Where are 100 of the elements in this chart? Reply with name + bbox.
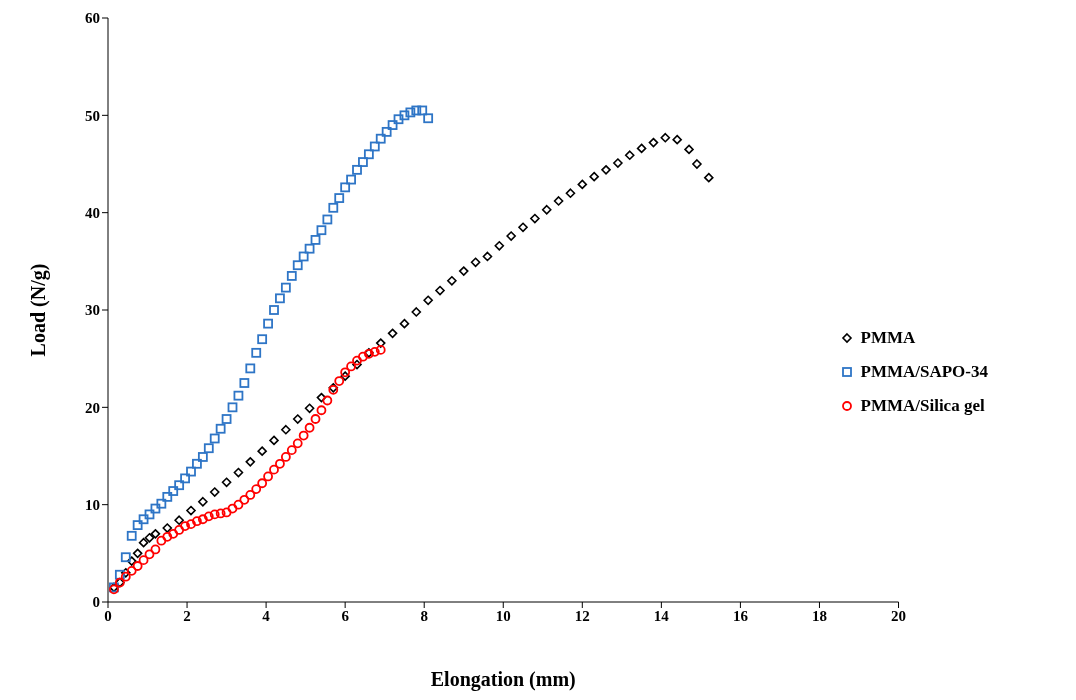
point	[624, 150, 635, 161]
point	[399, 318, 410, 329]
point	[197, 514, 208, 525]
point	[565, 188, 576, 198]
point	[358, 157, 368, 167]
point	[144, 549, 155, 560]
point	[494, 240, 505, 251]
point	[203, 511, 214, 522]
x-tick-label: 20	[891, 607, 907, 624]
point	[530, 213, 540, 224]
point	[322, 214, 333, 225]
point	[340, 182, 351, 193]
point	[506, 231, 516, 241]
point	[138, 537, 149, 548]
point	[470, 257, 481, 268]
point	[120, 571, 131, 582]
point	[150, 544, 161, 555]
x-tick-label: 18	[811, 607, 827, 624]
point	[411, 307, 422, 317]
point	[375, 133, 386, 144]
point	[672, 134, 682, 145]
point	[304, 403, 315, 414]
point	[269, 464, 279, 475]
point	[298, 251, 309, 262]
point	[340, 371, 350, 381]
point	[352, 355, 362, 366]
point	[541, 204, 552, 215]
point	[280, 452, 291, 462]
point	[144, 509, 155, 520]
point	[405, 107, 416, 118]
point	[150, 529, 161, 539]
point	[340, 367, 351, 378]
point	[411, 105, 422, 116]
point	[275, 293, 285, 304]
point	[156, 498, 167, 509]
point	[192, 458, 202, 469]
point	[375, 345, 386, 355]
point	[316, 225, 327, 236]
point	[245, 363, 256, 374]
point	[310, 414, 321, 424]
point	[221, 414, 232, 424]
point	[162, 523, 173, 533]
point	[221, 477, 232, 488]
point	[233, 499, 244, 510]
point	[126, 565, 137, 576]
point	[399, 110, 410, 121]
point	[227, 503, 238, 514]
point	[114, 569, 125, 580]
point	[269, 435, 279, 446]
point	[162, 491, 173, 502]
x-tick-label: 16	[732, 607, 749, 624]
point	[316, 392, 327, 403]
point	[251, 484, 262, 494]
point	[180, 473, 190, 484]
point	[304, 422, 315, 433]
point	[369, 346, 380, 357]
point	[381, 126, 392, 137]
point	[138, 514, 149, 525]
point	[162, 531, 173, 542]
point	[281, 424, 291, 435]
point	[150, 503, 161, 514]
y-axis-title: Load (N/g)	[27, 263, 51, 357]
point	[257, 446, 267, 456]
x-axis-title: Elongation (mm)	[430, 668, 576, 692]
point	[275, 458, 285, 469]
point	[577, 179, 588, 190]
legend-label: PMMA/Silica gel	[860, 396, 985, 416]
point	[186, 505, 196, 516]
point	[126, 530, 137, 541]
point	[186, 519, 196, 530]
point	[269, 305, 279, 315]
point	[239, 494, 250, 505]
x-tick-label: 0	[104, 607, 112, 624]
y-tick-label: 50	[85, 107, 100, 124]
point	[298, 430, 309, 441]
y-tick-label: 20	[85, 399, 100, 416]
legend-label: PMMA/SAPO-34	[860, 362, 988, 382]
point	[684, 144, 694, 155]
point	[280, 282, 291, 293]
point	[174, 480, 185, 491]
point	[174, 525, 185, 535]
x-tick-label: 14	[653, 607, 670, 624]
point	[215, 508, 226, 519]
point	[120, 568, 131, 578]
point	[375, 338, 386, 348]
point	[703, 172, 714, 183]
point	[180, 521, 190, 531]
point	[589, 171, 599, 182]
point	[553, 196, 564, 206]
y-tick-label: 40	[85, 204, 100, 221]
point	[144, 532, 155, 543]
point	[233, 390, 244, 401]
x-tick-label: 10	[495, 607, 511, 624]
point	[251, 347, 262, 358]
point	[346, 361, 356, 372]
point	[197, 452, 208, 462]
point	[352, 359, 362, 370]
point	[328, 202, 339, 213]
point	[192, 516, 202, 527]
x-tick-label: 2	[183, 607, 191, 624]
